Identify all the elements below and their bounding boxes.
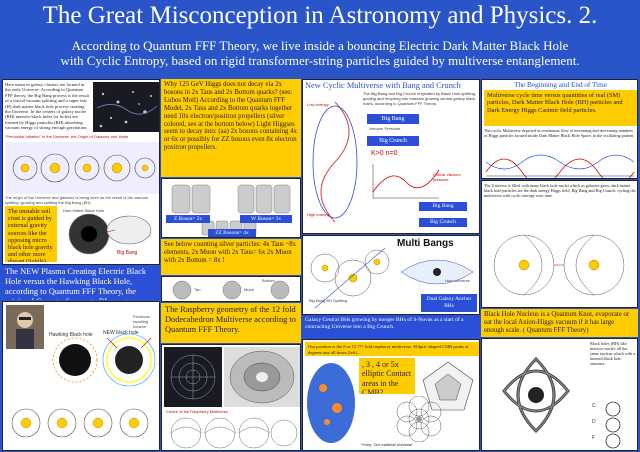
label-big-bang-bh: Big Bang BH Splitting <box>309 298 348 303</box>
label-big-bang: Big Bang <box>117 250 138 256</box>
label-high-entropy: High entropy <box>307 212 330 217</box>
hires-caption: "Primordial Inflation" in the Universe: … <box>5 134 129 139</box>
page-subtitle: According to Quantum FFF Theory, we live… <box>6 38 634 68</box>
label-big-crunch-2: Big Crunch <box>419 218 467 227</box>
cmb-map <box>305 358 357 448</box>
label-horn: Horn universe <box>445 278 470 283</box>
label-new-bh: NEW black hole <box>103 330 139 336</box>
label-muon: Muon <box>244 287 255 292</box>
raspberry-render-1 <box>164 347 222 407</box>
label-fermions: Fermions repelling horizon <box>133 314 150 329</box>
label-zz-bosons: ZZ Bosons= 4x <box>208 229 256 237</box>
cyclic-subtitle: The Big Bang and Big Crunch originated b… <box>363 91 476 106</box>
label-hawking: Hawking Black hole <box>49 332 93 338</box>
dark-matter-diagram: Big Bang Dark Matter Black Hole <box>59 206 159 262</box>
cyclic-diagram: Low entropy High entropy <box>305 92 365 232</box>
subtitle-line-1: According to Quantum FFF Theory, we live… <box>71 38 569 53</box>
particle-diagram: Tau Muon Bottom <box>161 276 301 302</box>
multiverse-flow-diagram <box>484 225 637 305</box>
horn-universe-diagram: Horn universe <box>397 252 477 292</box>
label-vacuum: Vacuum Pressure <box>369 126 401 131</box>
nucleus-text: Black Hole Nucleus is a Quantum Knot, ev… <box>481 309 638 337</box>
col1-panel-top: Here massive galaxy clusters are formed … <box>2 79 160 265</box>
col1-intro-text: Here massive galaxy clusters are formed … <box>5 82 90 132</box>
label-cmb: , 3 , 4 or 5x elliptic Contact areas in … <box>359 358 415 394</box>
multiverse-flow-panel: The Universe is filled with many black h… <box>481 180 638 308</box>
knot-variants: C D F <box>590 399 636 449</box>
galaxy-cluster-image <box>93 82 159 132</box>
raspberry-title: The Raspberry geometry of the 12 fold Do… <box>161 303 301 343</box>
header-banner <box>0 0 640 78</box>
label-raspberry-center: Centre of the Raspberry Multiverse <box>166 409 229 414</box>
boson-diagram: Z Boson= 2x W Boson= 3x ZZ Bosons= 4x <box>161 178 301 238</box>
label-w-boson: W Boson= 3x <box>240 215 292 223</box>
black-hole-comparison-diagram: Hawking Black hole NEW black hole Fermio… <box>47 308 159 398</box>
raspberry-render-2 <box>224 347 300 407</box>
origin-caption: The origin of the Universe and galaxies … <box>5 195 149 205</box>
page-title: The Great Misconception in Astronomy and… <box>42 2 598 29</box>
label-grey: *Grey: Our material Universe <box>361 442 413 447</box>
galaxy-text: Galaxy Central BHs growing by merger BHs… <box>302 316 480 338</box>
higgs-text: Why 125 GeV Higgs does not decay via 2x … <box>161 79 301 177</box>
portrait-photo <box>6 305 44 349</box>
oscillation-chart <box>484 142 637 178</box>
label-big-bang: Big Bang <box>367 114 419 124</box>
raspberry-panel: Centre of the Raspberry Multiverse <box>161 344 301 451</box>
right-text: The Universe is filled with many black h… <box>484 183 636 198</box>
label-galaxy-bh: Dual Galaxy Anchor BHs <box>421 294 477 312</box>
label-c: C <box>592 403 596 409</box>
quantum-knot-image <box>484 341 588 449</box>
inflation-diagram <box>5 142 159 194</box>
position-text: Our position is the 8 or 12 ??? fold ras… <box>305 342 479 356</box>
cyclic-title: New Cyclic Multiverse with Bang and Crun… <box>305 81 461 90</box>
label-z-boson: Z Boson= 2x <box>166 215 210 223</box>
dodecahedron-diagram <box>417 358 479 420</box>
vacuum-chart <box>371 162 441 202</box>
silver-text: See below counting silver particles: 4x … <box>161 239 301 275</box>
end-of-time-panel: The Beginning and End of Time Multiverse… <box>481 79 638 179</box>
cyclic-panel: New Cyclic Multiverse with Bang and Crun… <box>302 79 480 234</box>
label-tau: Tau <box>194 287 201 292</box>
label-critical: Critical Vacuum pressure <box>433 172 461 182</box>
raspberry-sphere-row <box>164 415 300 450</box>
label-k: K>0 n=0 <box>371 150 398 157</box>
label-f: F <box>592 435 596 441</box>
multi-bangs-diagram: Big Bang BH Splitting <box>305 238 395 314</box>
end-text: Multiverse cycle time versus quantities … <box>484 90 637 126</box>
label-big-bang-2: Big Bang <box>419 202 467 211</box>
multi-bangs-panel: Big Bang BH Splitting Multi Bangs Horn u… <box>302 235 480 315</box>
multi-bangs-label: Multi Bangs <box>397 238 454 249</box>
label-bottom: Bottom <box>262 278 275 283</box>
side-text: Black holes (BH) like massive nuclei: al… <box>590 341 636 366</box>
cmb-panel: Our position is the 8 or 12 ??? fold ras… <box>302 339 480 451</box>
chart-note: The cyclic Multiverse depicted as contin… <box>484 128 635 138</box>
end-title: The Beginning and End of Time <box>514 81 607 89</box>
knot-panel: Black holes (BH) like massive nuclei: al… <box>481 338 638 451</box>
label-d: D <box>592 419 596 425</box>
plasma-title: The NEW Plasma Creating Electric Black H… <box>2 266 160 300</box>
electron-diagram <box>6 398 158 448</box>
subtitle-line-2: with Cyclic Entropy, based on rigid tran… <box>60 53 580 68</box>
soil-crust-text: The unstable soil crust is guided by ext… <box>5 206 57 262</box>
col1-panel-bottom: Hawking Black hole NEW black hole Fermio… <box>2 301 160 451</box>
label-low-entropy: Low entropy <box>307 102 329 107</box>
label-dark-matter: Dark Matter Black Hole <box>63 208 105 213</box>
soil-crust-note: The unstable soil crust is guided by ext… <box>5 206 57 262</box>
flower-diagram <box>359 396 479 442</box>
label-big-crunch: Big Crunch <box>367 136 419 146</box>
